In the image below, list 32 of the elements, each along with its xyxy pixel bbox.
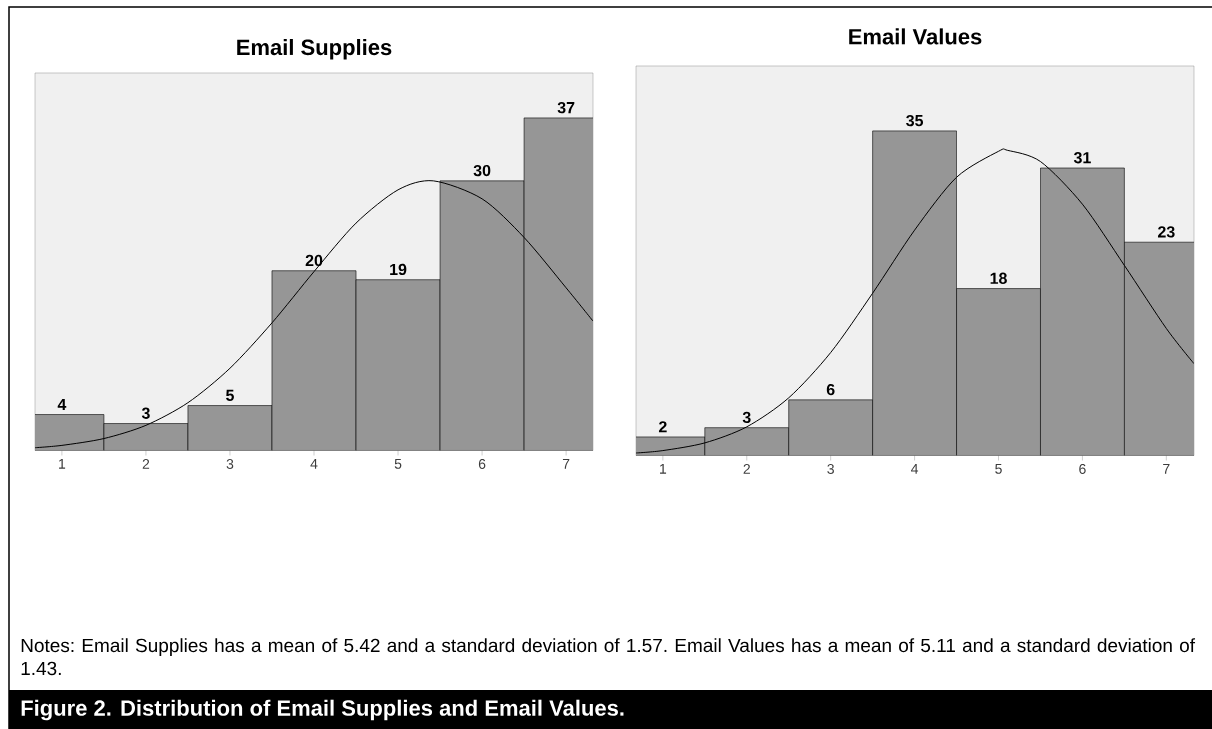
data-label: 3 [141, 407, 150, 419]
data-label: 18 [990, 272, 1007, 284]
data-label: 2 [658, 421, 667, 433]
data-label: 20 [305, 254, 323, 267]
x-tick-label: 3 [226, 459, 234, 469]
caption: Figure 2. Distribution of Email Supplies and Email Values. [21, 699, 624, 721]
x-tick-label: 5 [394, 459, 402, 469]
text: Notes: Email Supplies has a mean of 5.42 and a standard deviation of 1.57. Email Values has a mean of 5.11 and a standard deviation of 1.43. [21, 638, 1196, 676]
data-label: 6 [826, 383, 835, 396]
x-tick-label: 2 [142, 459, 150, 469]
chart-title: Email Supplies [237, 38, 392, 60]
data-label: 19 [390, 263, 407, 276]
data-label: 30 [473, 164, 491, 177]
data-label: 35 [906, 114, 924, 127]
x-tick-label: 7 [562, 459, 570, 469]
data-label: 4 [57, 398, 67, 410]
x-tick-label: 4 [911, 464, 919, 474]
x-tick-label: 6 [1079, 464, 1086, 474]
x-tick-label: 5 [995, 464, 1002, 474]
x-tick-label: 1 [660, 464, 667, 474]
x-tick-label: 3 [827, 464, 834, 474]
data-label: 3 [742, 411, 751, 424]
data-label: 37 [557, 101, 575, 114]
data-label: 31 [1073, 152, 1091, 164]
x-tick-label: 2 [743, 464, 750, 474]
x-tick-label: 4 [310, 459, 318, 469]
chart-title: Email Values [849, 28, 982, 45]
x-tick-label: 1 [59, 459, 66, 469]
data-label: 5 [226, 389, 234, 401]
data-label: 23 [1157, 226, 1175, 238]
x-tick-label: 7 [1163, 464, 1170, 474]
x-tick-label: 6 [478, 459, 486, 469]
